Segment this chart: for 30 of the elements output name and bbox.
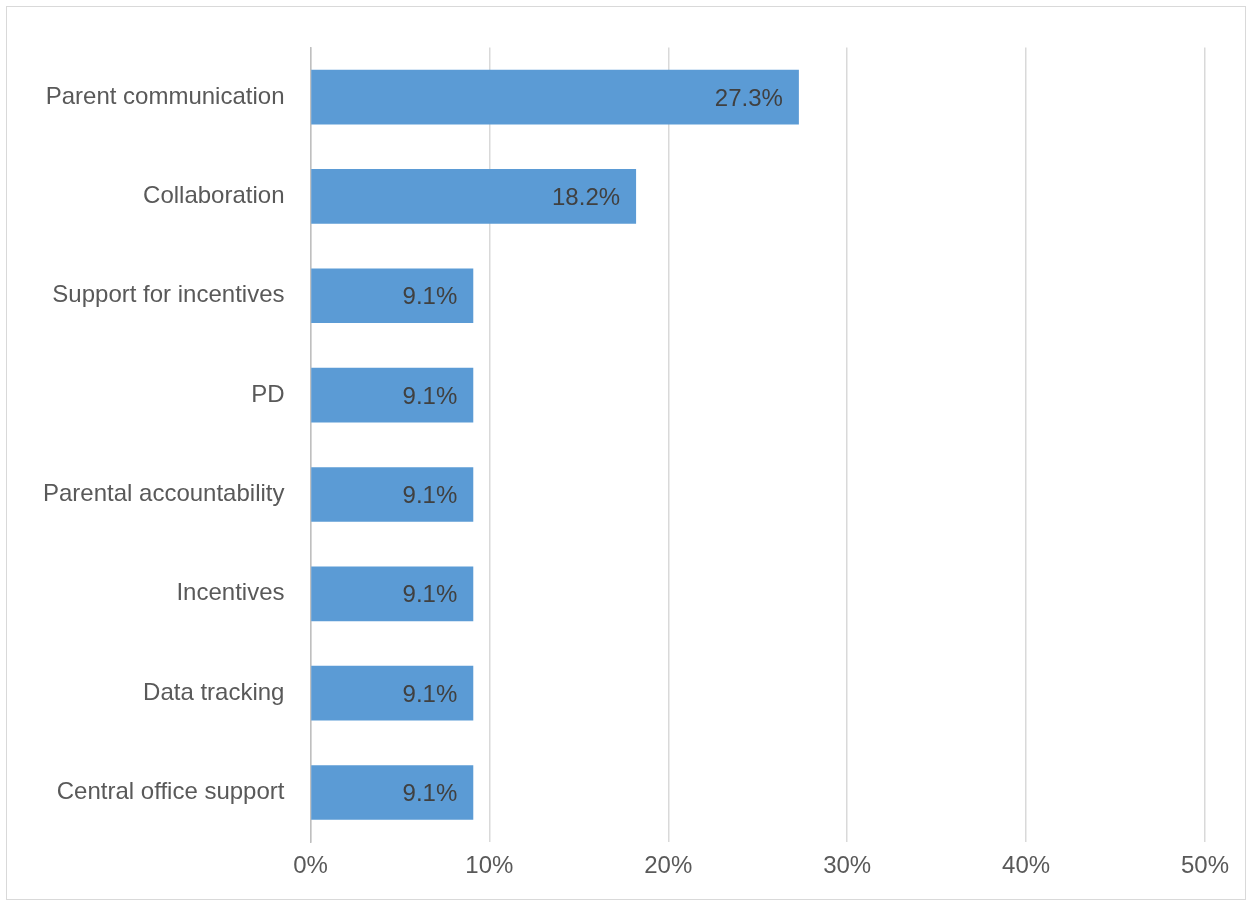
y-tick-label: Central office support — [56, 777, 285, 805]
x-tick-label: 10% — [465, 851, 514, 879]
data-label: 9.1% — [402, 481, 458, 509]
y-tick-label: Incentives — [176, 578, 285, 606]
data-label: 9.1% — [402, 381, 458, 409]
bar — [311, 765, 474, 820]
y-tick-label: Parental accountability — [42, 479, 285, 507]
x-tick-label: 50% — [1180, 851, 1230, 879]
x-tick-label: 0% — [293, 851, 328, 879]
y-tick-label: Support for incentives — [52, 280, 285, 308]
bar — [311, 169, 637, 224]
bar — [311, 69, 799, 125]
x-tick-label: 30% — [823, 851, 872, 879]
data-label: 18.2% — [552, 183, 621, 211]
y-tick-label: PD — [251, 379, 285, 407]
bar — [311, 566, 474, 622]
y-tick-label: Parent communication — [45, 81, 285, 109]
x-tick-label: 40% — [1002, 851, 1051, 879]
bar — [311, 367, 474, 423]
data-label: 9.1% — [402, 282, 458, 310]
bar — [311, 665, 474, 721]
x-tick-label: 20% — [644, 851, 693, 879]
data-label: 9.1% — [402, 580, 458, 608]
data-label: 27.3% — [714, 83, 783, 111]
bar — [311, 467, 474, 522]
bar — [311, 268, 474, 324]
data-label: 9.1% — [402, 779, 458, 807]
y-tick-label: Data tracking — [143, 677, 285, 705]
data-label: 9.1% — [402, 679, 458, 707]
y-tick-label: Collaboration — [143, 181, 285, 209]
